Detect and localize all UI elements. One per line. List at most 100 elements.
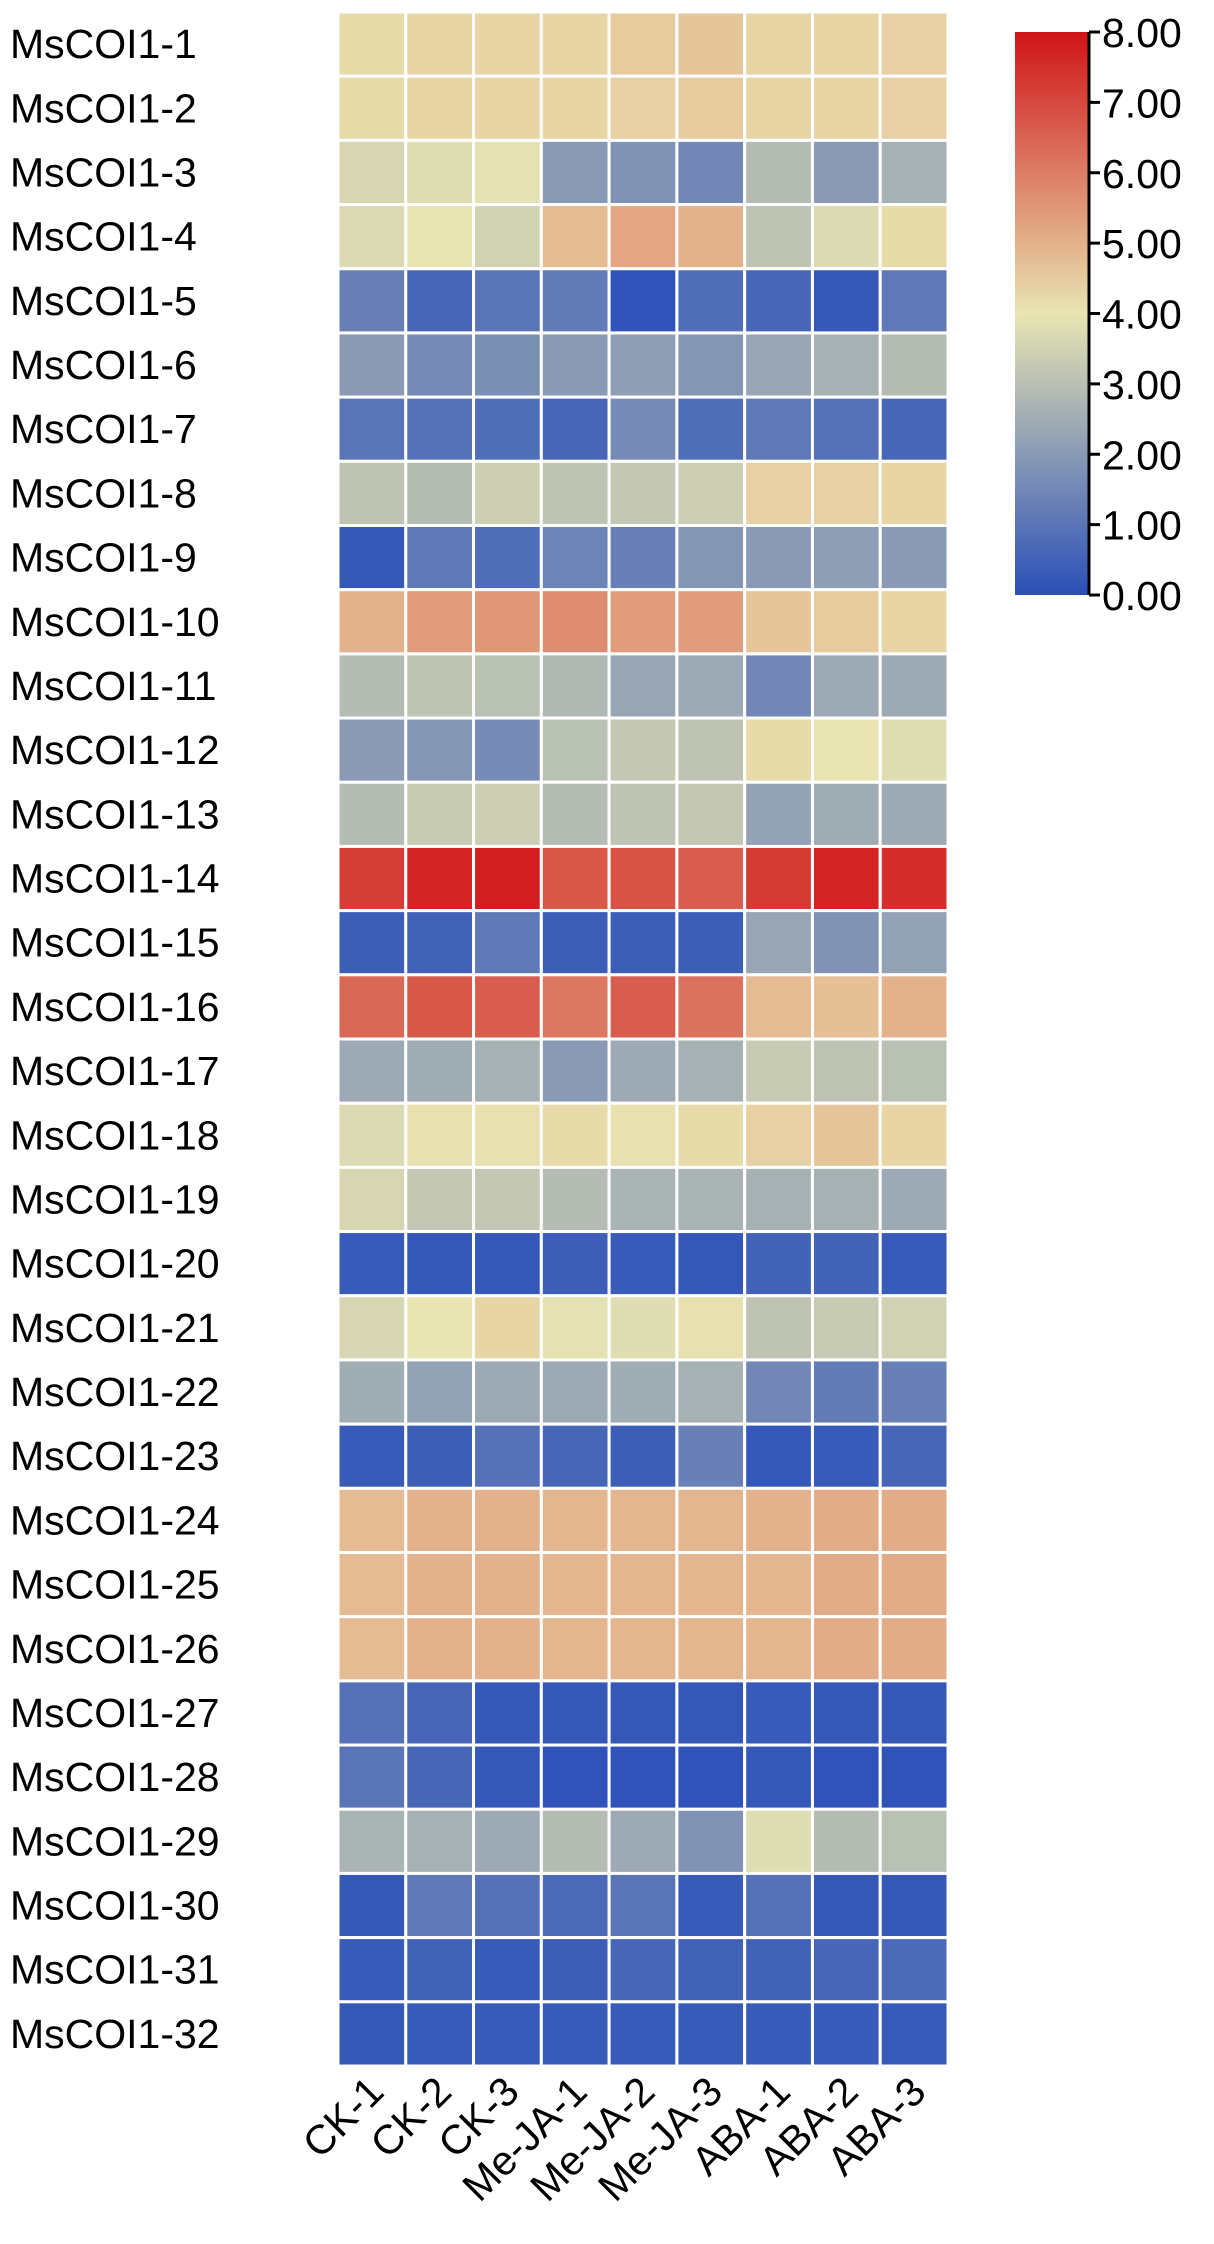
heatmap-cell (539, 459, 611, 527)
heatmap-cell (810, 1551, 882, 1619)
heatmap-cell (539, 1294, 611, 1362)
heatmap-cell (336, 138, 408, 207)
heatmap-cell (336, 1486, 408, 1554)
heatmap-cell (607, 138, 679, 207)
heatmap-cell (878, 1551, 950, 1619)
color-legend-tick-label: 7.00 (1102, 80, 1182, 126)
heatmap-cell (743, 973, 814, 1041)
heatmap-cell (336, 1807, 408, 1875)
heatmap-cell (675, 1294, 747, 1362)
heatmap-cell (404, 1037, 476, 1105)
heatmap-cell (743, 1807, 814, 1875)
heatmap-cell (743, 203, 814, 271)
row-label: MsCOI1-23 (10, 1433, 220, 1479)
heatmap-cell (539, 1679, 611, 1747)
heatmap-cell (810, 459, 882, 527)
heatmap-cell (539, 2000, 611, 2068)
heatmap-cell (336, 267, 408, 335)
heatmap-cell (404, 780, 476, 848)
heatmap-cell (878, 524, 950, 592)
heatmap-cell (675, 844, 747, 913)
heatmap-cell (336, 1358, 408, 1426)
heatmap-cell (675, 1230, 747, 1298)
heatmap-cell (743, 524, 814, 592)
heatmap-cell (878, 395, 950, 463)
heatmap-cell (810, 716, 882, 784)
heatmap-cell (539, 1165, 611, 1234)
heatmap-cell (607, 1294, 679, 1362)
heatmap-cell (472, 716, 543, 784)
heatmap-cell (607, 1615, 679, 1683)
heatmap-cell (743, 10, 814, 78)
heatmap-cell (404, 203, 476, 271)
heatmap-cell (404, 1679, 476, 1747)
heatmap-cell (810, 138, 882, 207)
heatmap-cell (743, 138, 814, 207)
heatmap-cell (675, 459, 747, 527)
heatmap-cell (607, 973, 679, 1041)
heatmap-cell (675, 2000, 747, 2068)
heatmap-cell (607, 74, 679, 142)
heatmap-cell (675, 524, 747, 592)
heatmap-cell (878, 203, 950, 271)
heatmap-cell (539, 524, 611, 592)
row-label: MsCOI1-30 (10, 1883, 220, 1929)
heatmap-cell (607, 524, 679, 592)
color-legend-tick-label: 0.00 (1102, 573, 1182, 619)
color-legend-tick-label: 4.00 (1102, 292, 1182, 338)
heatmap-cell (336, 973, 408, 1041)
heatmap-cell (472, 74, 543, 142)
row-label: MsCOI1-2 (10, 85, 197, 131)
heatmap-cell (472, 10, 543, 78)
heatmap-cell (810, 652, 882, 720)
heatmap-cell (810, 74, 882, 142)
heatmap-cell (404, 588, 476, 656)
heatmap-cell (810, 267, 882, 335)
heatmap-cell (743, 1679, 814, 1747)
heatmap-cell (404, 1807, 476, 1875)
heatmap-cell (472, 203, 543, 271)
heatmap-cell (404, 1486, 476, 1554)
heatmap-cell (472, 524, 543, 592)
heatmap-cell (404, 267, 476, 335)
row-label: MsCOI1-27 (10, 1690, 220, 1736)
heatmap-cell (675, 1422, 747, 1490)
row-label: MsCOI1-32 (10, 2011, 220, 2057)
row-label: MsCOI1-14 (10, 856, 220, 902)
heatmap-cell (472, 1422, 543, 1490)
heatmap-cell (743, 1165, 814, 1234)
heatmap-cell (810, 1358, 882, 1426)
heatmap-cell (675, 10, 747, 78)
heatmap-cell (472, 1871, 543, 1940)
heatmap-cell (743, 2000, 814, 2068)
heatmap-cell (336, 844, 408, 913)
heatmap-cell (743, 1358, 814, 1426)
row-label: MsCOI1-1 (10, 21, 197, 67)
heatmap-cell (336, 10, 408, 78)
heatmap-cell (878, 1358, 950, 1426)
heatmap-cell (607, 1230, 679, 1298)
heatmap-cell (878, 1037, 950, 1105)
heatmap-cell (336, 395, 408, 463)
heatmap-cell (472, 1743, 543, 1811)
heatmap-cell (810, 1743, 882, 1811)
heatmap-cell (675, 1871, 747, 1940)
heatmap-cell (675, 1486, 747, 1554)
row-label: MsCOI1-8 (10, 470, 197, 516)
heatmap-cell (743, 1743, 814, 1811)
heatmap-cell (539, 1807, 611, 1875)
heatmap-cell (743, 1486, 814, 1554)
heatmap-cell (810, 1486, 882, 1554)
heatmap-cell (878, 1679, 950, 1747)
heatmap-cell (336, 1615, 408, 1683)
row-label: MsCOI1-4 (10, 214, 197, 260)
heatmap-cell (607, 652, 679, 720)
heatmap-cell (404, 1358, 476, 1426)
heatmap-cell (404, 716, 476, 784)
heatmap-cell (404, 138, 476, 207)
heatmap-cell (539, 1422, 611, 1490)
heatmap-cell (472, 1486, 543, 1554)
heatmap-cell (743, 716, 814, 784)
heatmap-cell (607, 203, 679, 271)
heatmap-cell (336, 1743, 408, 1811)
